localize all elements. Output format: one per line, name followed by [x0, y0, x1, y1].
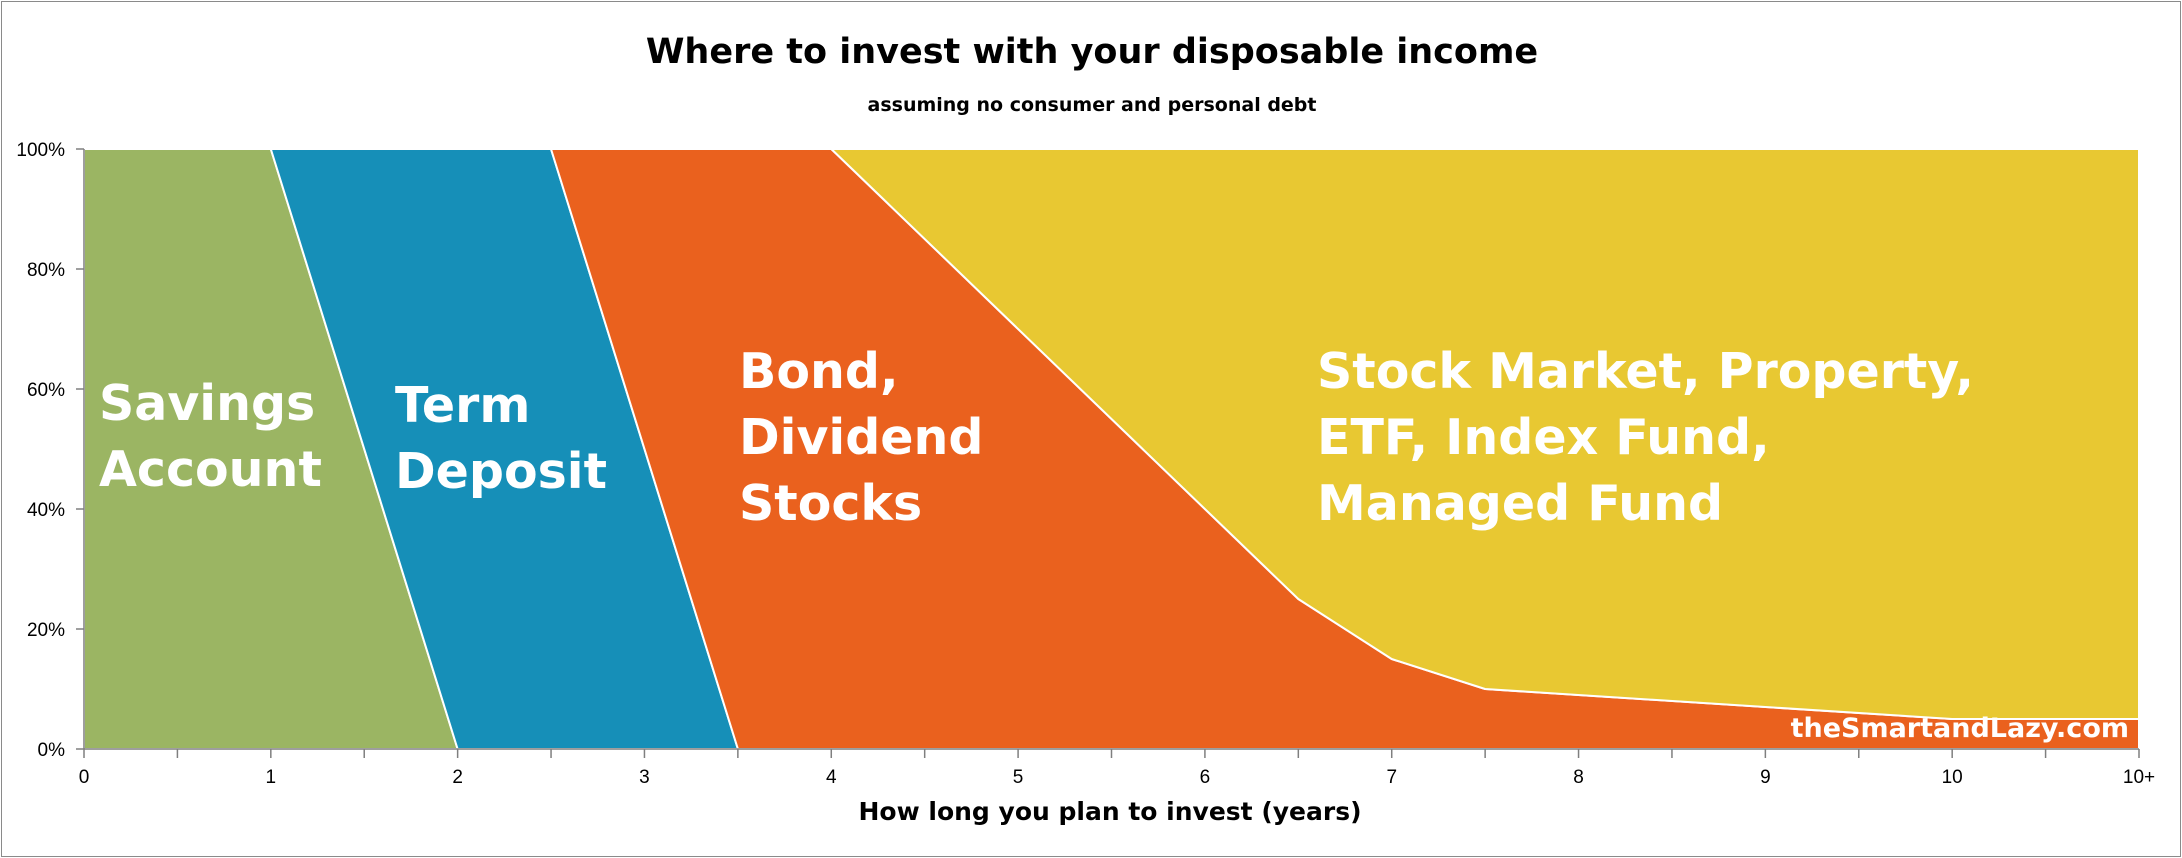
- region-label-line: Stock Market, Property,: [1317, 343, 1974, 400]
- area-series-group: [83, 148, 2140, 750]
- x-tick-label: 6: [1200, 767, 1211, 788]
- region-label-line: Stocks: [739, 475, 922, 532]
- region-label-line: Dividend: [739, 409, 983, 466]
- region-label-line: Savings: [99, 375, 315, 432]
- x-axis-title: How long you plan to invest (years): [858, 797, 1361, 826]
- region-label-2: Term Deposit: [395, 377, 607, 500]
- y-tick-label: 80%: [27, 260, 65, 281]
- x-tick-label: 10+: [2123, 767, 2155, 788]
- x-tick-label: 8: [1573, 767, 1584, 788]
- x-tick-label: 9: [1760, 767, 1771, 788]
- x-tick-label: 10: [1942, 767, 1963, 788]
- y-tick-label: 40%: [27, 500, 65, 521]
- region-label-1: Savings Account: [99, 375, 322, 498]
- region-label-line: Managed Fund: [1317, 475, 1723, 532]
- region-label-line: Account: [99, 441, 322, 498]
- x-tick-label: 0: [79, 767, 90, 788]
- region-label-line: ETF, Index Fund,: [1317, 409, 1770, 466]
- x-tick-label: 2: [452, 767, 463, 788]
- watermark-annotation: theSmartandLazy.com: [1791, 713, 2129, 744]
- x-tick-label: 4: [826, 767, 837, 788]
- y-tick-label: 100%: [16, 140, 65, 161]
- region-label-line: Term: [395, 377, 530, 434]
- y-tick-label: 20%: [27, 620, 65, 641]
- region-label-line: Bond,: [739, 343, 899, 400]
- region-label-line: Deposit: [395, 443, 607, 500]
- x-tick-label: 1: [266, 767, 277, 788]
- chart-subtitle: assuming no consumer and personal debt: [868, 94, 1317, 116]
- x-tick-label: 5: [1013, 767, 1024, 788]
- x-tick-label: 3: [639, 767, 650, 788]
- region-label-3: Bond, Dividend Stocks: [739, 343, 983, 532]
- y-tick-label: 0%: [38, 740, 66, 761]
- chart-title: Where to invest with your disposable inc…: [646, 32, 1538, 72]
- region-labels: Savings Account Term Deposit Bond, Dividend St…: [99, 343, 1974, 532]
- region-label-4: Stock Market, Property, ETF, Index Fund, M…: [1317, 343, 1974, 532]
- axes: 0% 20% 40% 60% 80% 100% 0 1 2 3 4 5 6 7 8 9 10 10+: [16, 140, 2155, 788]
- y-tick-label: 60%: [27, 380, 65, 401]
- x-tick-label: 7: [1386, 767, 1397, 788]
